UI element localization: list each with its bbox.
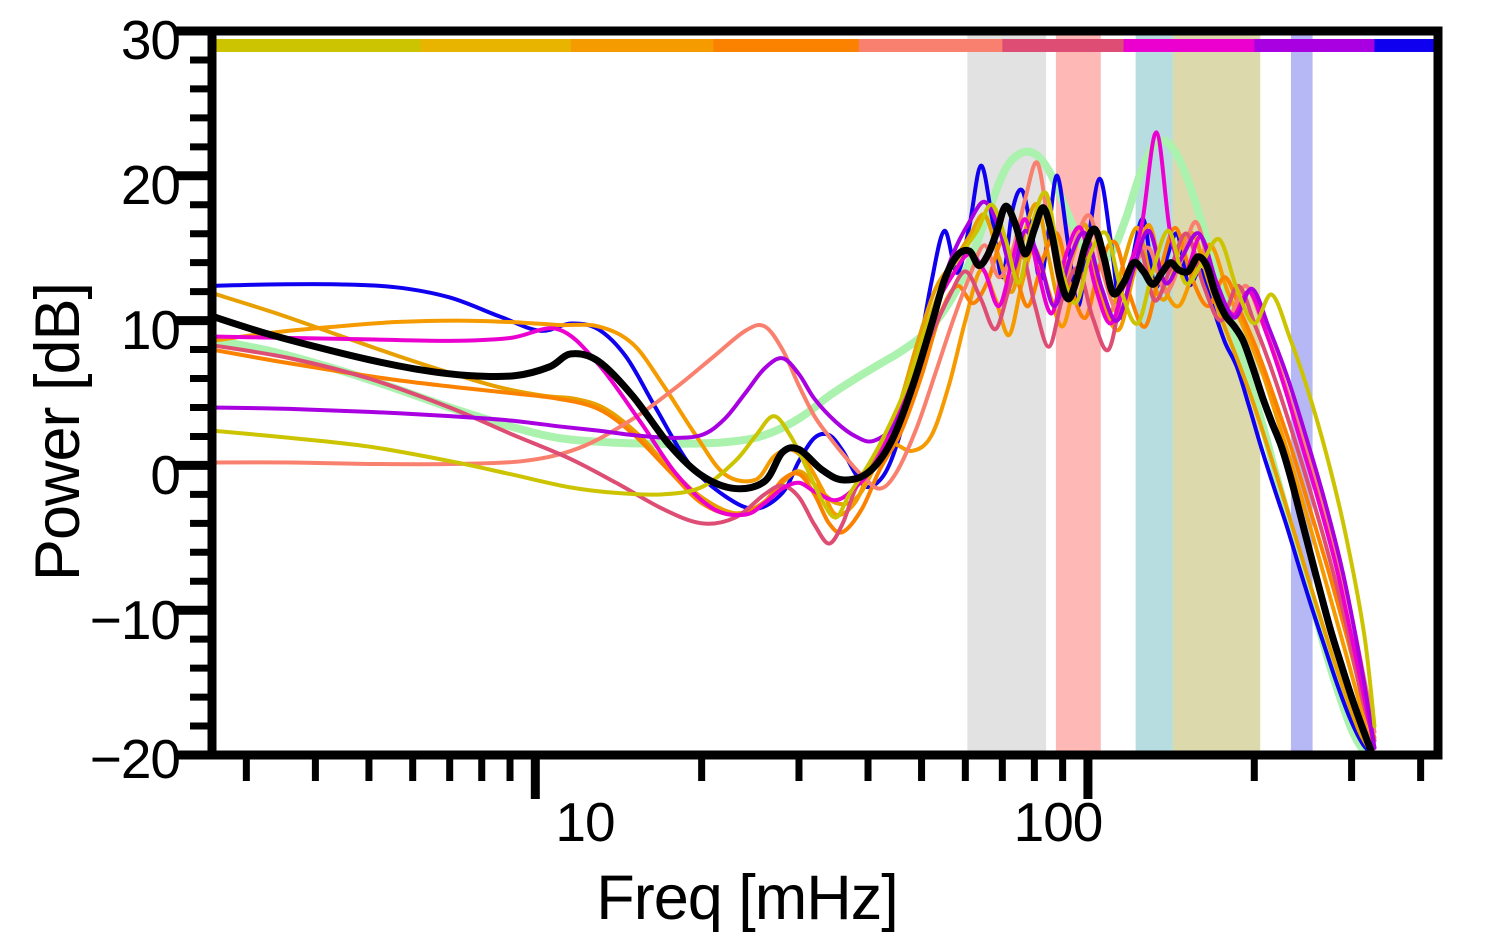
- color-bar-segment-4: [858, 38, 1003, 52]
- top-spine: [207, 26, 1443, 36]
- band-pink: [1055, 31, 1101, 755]
- top-color-bar: [212, 38, 1438, 52]
- color-bar-segment-5: [1002, 38, 1125, 52]
- y-tick-label-neg10: −10: [89, 589, 181, 651]
- color-bar-segment-1: [420, 38, 572, 52]
- y-tick-label-0: 0: [150, 444, 181, 506]
- color-bar-segment-8: [1374, 38, 1438, 52]
- band-gray: [967, 31, 1047, 755]
- color-bar-segment-3: [713, 38, 860, 52]
- spectrum-rose: [212, 231, 1377, 743]
- spectrum-blue: [212, 163, 1377, 755]
- color-bar-segment-6: [1123, 38, 1255, 52]
- y-tick-label-10: 10: [120, 299, 181, 361]
- x-axis-label: Freq [mHz]: [596, 863, 899, 933]
- left-spine: [207, 26, 217, 760]
- color-bar-segment-7: [1254, 38, 1376, 52]
- spectra-group: [212, 130, 1383, 755]
- y-tick-label-30: 30: [120, 9, 181, 71]
- spectrum-olive: [212, 190, 1377, 729]
- y-tick-label-neg20: −20: [89, 728, 181, 790]
- spectrum-magenta: [212, 130, 1377, 750]
- right-spine: [1433, 26, 1443, 760]
- color-bar-segment-0: [212, 38, 422, 52]
- y-axis-ticks: [176, 26, 212, 760]
- x-tick-label-10: 10: [555, 791, 615, 853]
- mean-spectrum: [212, 202, 1376, 755]
- spectrum-salmon: [212, 160, 1377, 734]
- axis-frame: [207, 26, 1443, 760]
- x-axis-ticks: [242, 755, 1425, 799]
- color-bar-segment-2: [570, 38, 714, 52]
- y-tick-label-20: 20: [120, 154, 181, 216]
- bottom-spine: [207, 750, 1443, 760]
- x-tick-label-100: 100: [1013, 791, 1104, 853]
